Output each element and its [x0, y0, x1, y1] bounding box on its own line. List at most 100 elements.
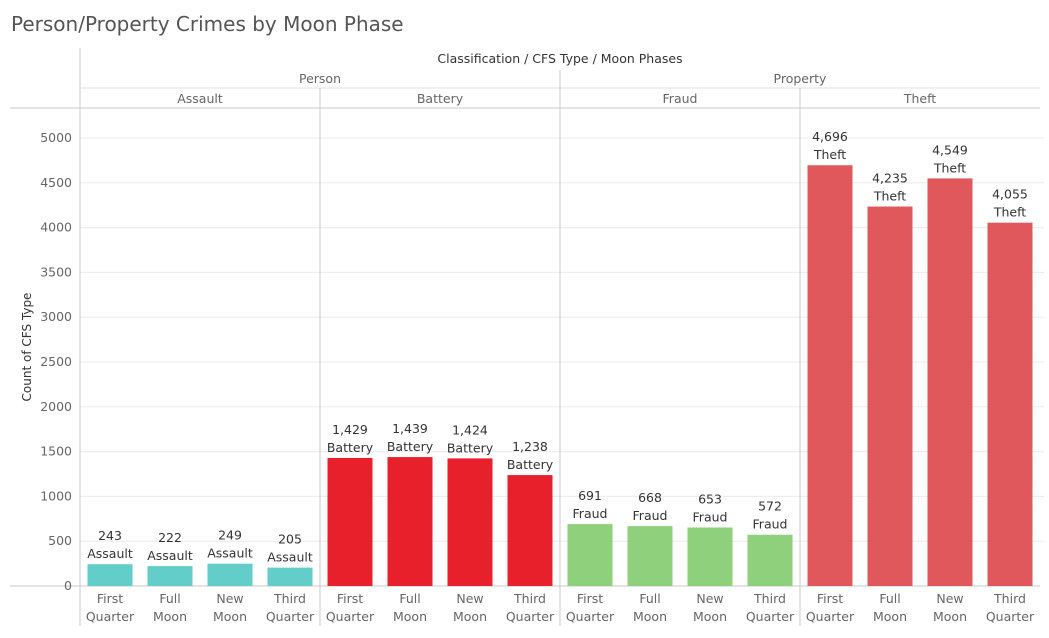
bar-type-label: Assault — [147, 548, 193, 563]
classification-header: Person — [299, 71, 341, 86]
x-tick-label: First — [337, 591, 363, 606]
cfs-type-header: Assault — [177, 91, 223, 106]
bar-value-label: 249 — [218, 528, 242, 543]
bar-type-label: Fraud — [693, 509, 728, 524]
y-axis-label: Count of CFS Type — [20, 293, 34, 402]
x-tick-label: Quarter — [566, 609, 615, 624]
x-tick-label: Third — [513, 591, 546, 606]
x-tick-label: Third — [273, 591, 306, 606]
x-tick-label: Moon — [393, 609, 427, 624]
x-tick-label: Third — [993, 591, 1026, 606]
bar — [808, 165, 853, 586]
bar-value-label: 1,238 — [512, 439, 548, 454]
x-tick-label: New — [456, 591, 483, 606]
x-tick-label: Quarter — [746, 609, 795, 624]
x-tick-label: New — [216, 591, 243, 606]
y-tick-label: 2000 — [40, 399, 72, 414]
x-tick-label: Quarter — [86, 609, 135, 624]
bar-type-label: Theft — [813, 147, 846, 162]
bar-type-label: Battery — [447, 440, 494, 455]
cfs-type-header: Battery — [417, 91, 464, 106]
bar-type-label: Assault — [267, 550, 313, 565]
bar-value-label: 205 — [278, 532, 302, 547]
header-title: Classification / CFS Type / Moon Phases — [437, 51, 682, 66]
x-tick-label: Quarter — [326, 609, 375, 624]
bar-type-label: Battery — [387, 439, 434, 454]
y-tick-label: 1500 — [40, 444, 72, 459]
x-tick-label: Quarter — [806, 609, 855, 624]
x-tick-label: First — [817, 591, 843, 606]
bar-type-label: Fraud — [753, 517, 788, 532]
bar — [388, 457, 433, 586]
bar-value-label: 4,549 — [932, 142, 968, 157]
y-tick-label: 0 — [64, 578, 72, 593]
bar-type-label: Fraud — [573, 506, 608, 521]
bar-value-label: 691 — [578, 488, 602, 503]
bar-value-label: 4,696 — [812, 129, 848, 144]
x-tick-label: Moon — [933, 609, 967, 624]
bar — [148, 566, 193, 586]
x-tick-label: Full — [159, 591, 180, 606]
bar-type-label: Battery — [327, 440, 374, 455]
y-tick-label: 3500 — [40, 264, 72, 279]
x-tick-label: Moon — [693, 609, 727, 624]
bar — [628, 526, 673, 586]
bar — [928, 178, 973, 586]
bar-type-label: Fraud — [633, 508, 668, 523]
bar — [448, 458, 493, 586]
x-tick-label: Third — [753, 591, 786, 606]
y-tick-label: 5000 — [40, 130, 72, 145]
x-tick-label: Moon — [873, 609, 907, 624]
x-tick-label: New — [936, 591, 963, 606]
bar — [688, 527, 733, 586]
x-tick-label: Full — [879, 591, 900, 606]
bar-value-label: 572 — [758, 499, 782, 514]
x-tick-label: Full — [399, 591, 420, 606]
bar-type-label: Theft — [933, 160, 966, 175]
y-tick-label: 4500 — [40, 175, 72, 190]
bar — [208, 564, 253, 586]
bar — [868, 207, 913, 586]
x-tick-label: Quarter — [986, 609, 1035, 624]
bar — [328, 458, 373, 586]
bar-value-label: 668 — [638, 490, 662, 505]
x-tick-label: Quarter — [266, 609, 315, 624]
bar-type-label: Theft — [873, 189, 906, 204]
bar-value-label: 4,055 — [992, 187, 1028, 202]
bar-type-label: Theft — [993, 205, 1026, 220]
x-tick-label: First — [97, 591, 123, 606]
x-tick-label: Quarter — [506, 609, 555, 624]
x-tick-label: Moon — [633, 609, 667, 624]
bar-type-label: Assault — [87, 546, 133, 561]
classification-header: Property — [774, 71, 827, 86]
bar-value-label: 4,235 — [872, 171, 908, 186]
y-tick-label: 500 — [48, 533, 72, 548]
bar — [88, 564, 133, 586]
x-tick-label: Moon — [153, 609, 187, 624]
bar-value-label: 653 — [698, 491, 722, 506]
x-tick-label: Moon — [213, 609, 247, 624]
bar — [568, 524, 613, 586]
bar — [268, 568, 313, 586]
y-tick-label: 1000 — [40, 488, 72, 503]
bar-type-label: Battery — [507, 457, 554, 472]
bar-value-label: 1,439 — [392, 421, 428, 436]
bar-value-label: 1,424 — [452, 422, 488, 437]
bar-type-label: Assault — [207, 546, 253, 561]
cfs-type-header: Theft — [903, 91, 936, 106]
x-tick-label: New — [696, 591, 723, 606]
y-axis-ticks: 0 500 1000 1500 2000 2500 3000 3500 4000 4500 5000 — [40, 130, 72, 593]
bar-value-label: 1,429 — [332, 422, 368, 437]
cfs-type-header: Fraud — [663, 91, 698, 106]
y-tick-label: 3000 — [40, 309, 72, 324]
y-tick-label: 4000 — [40, 220, 72, 235]
x-tick-label: Full — [639, 591, 660, 606]
x-tick-label: Moon — [453, 609, 487, 624]
bar-value-label: 222 — [158, 530, 182, 545]
bar — [988, 223, 1033, 586]
bar — [748, 535, 793, 586]
y-tick-label: 2500 — [40, 354, 72, 369]
bar-value-label: 243 — [98, 528, 122, 543]
bar — [508, 475, 553, 586]
